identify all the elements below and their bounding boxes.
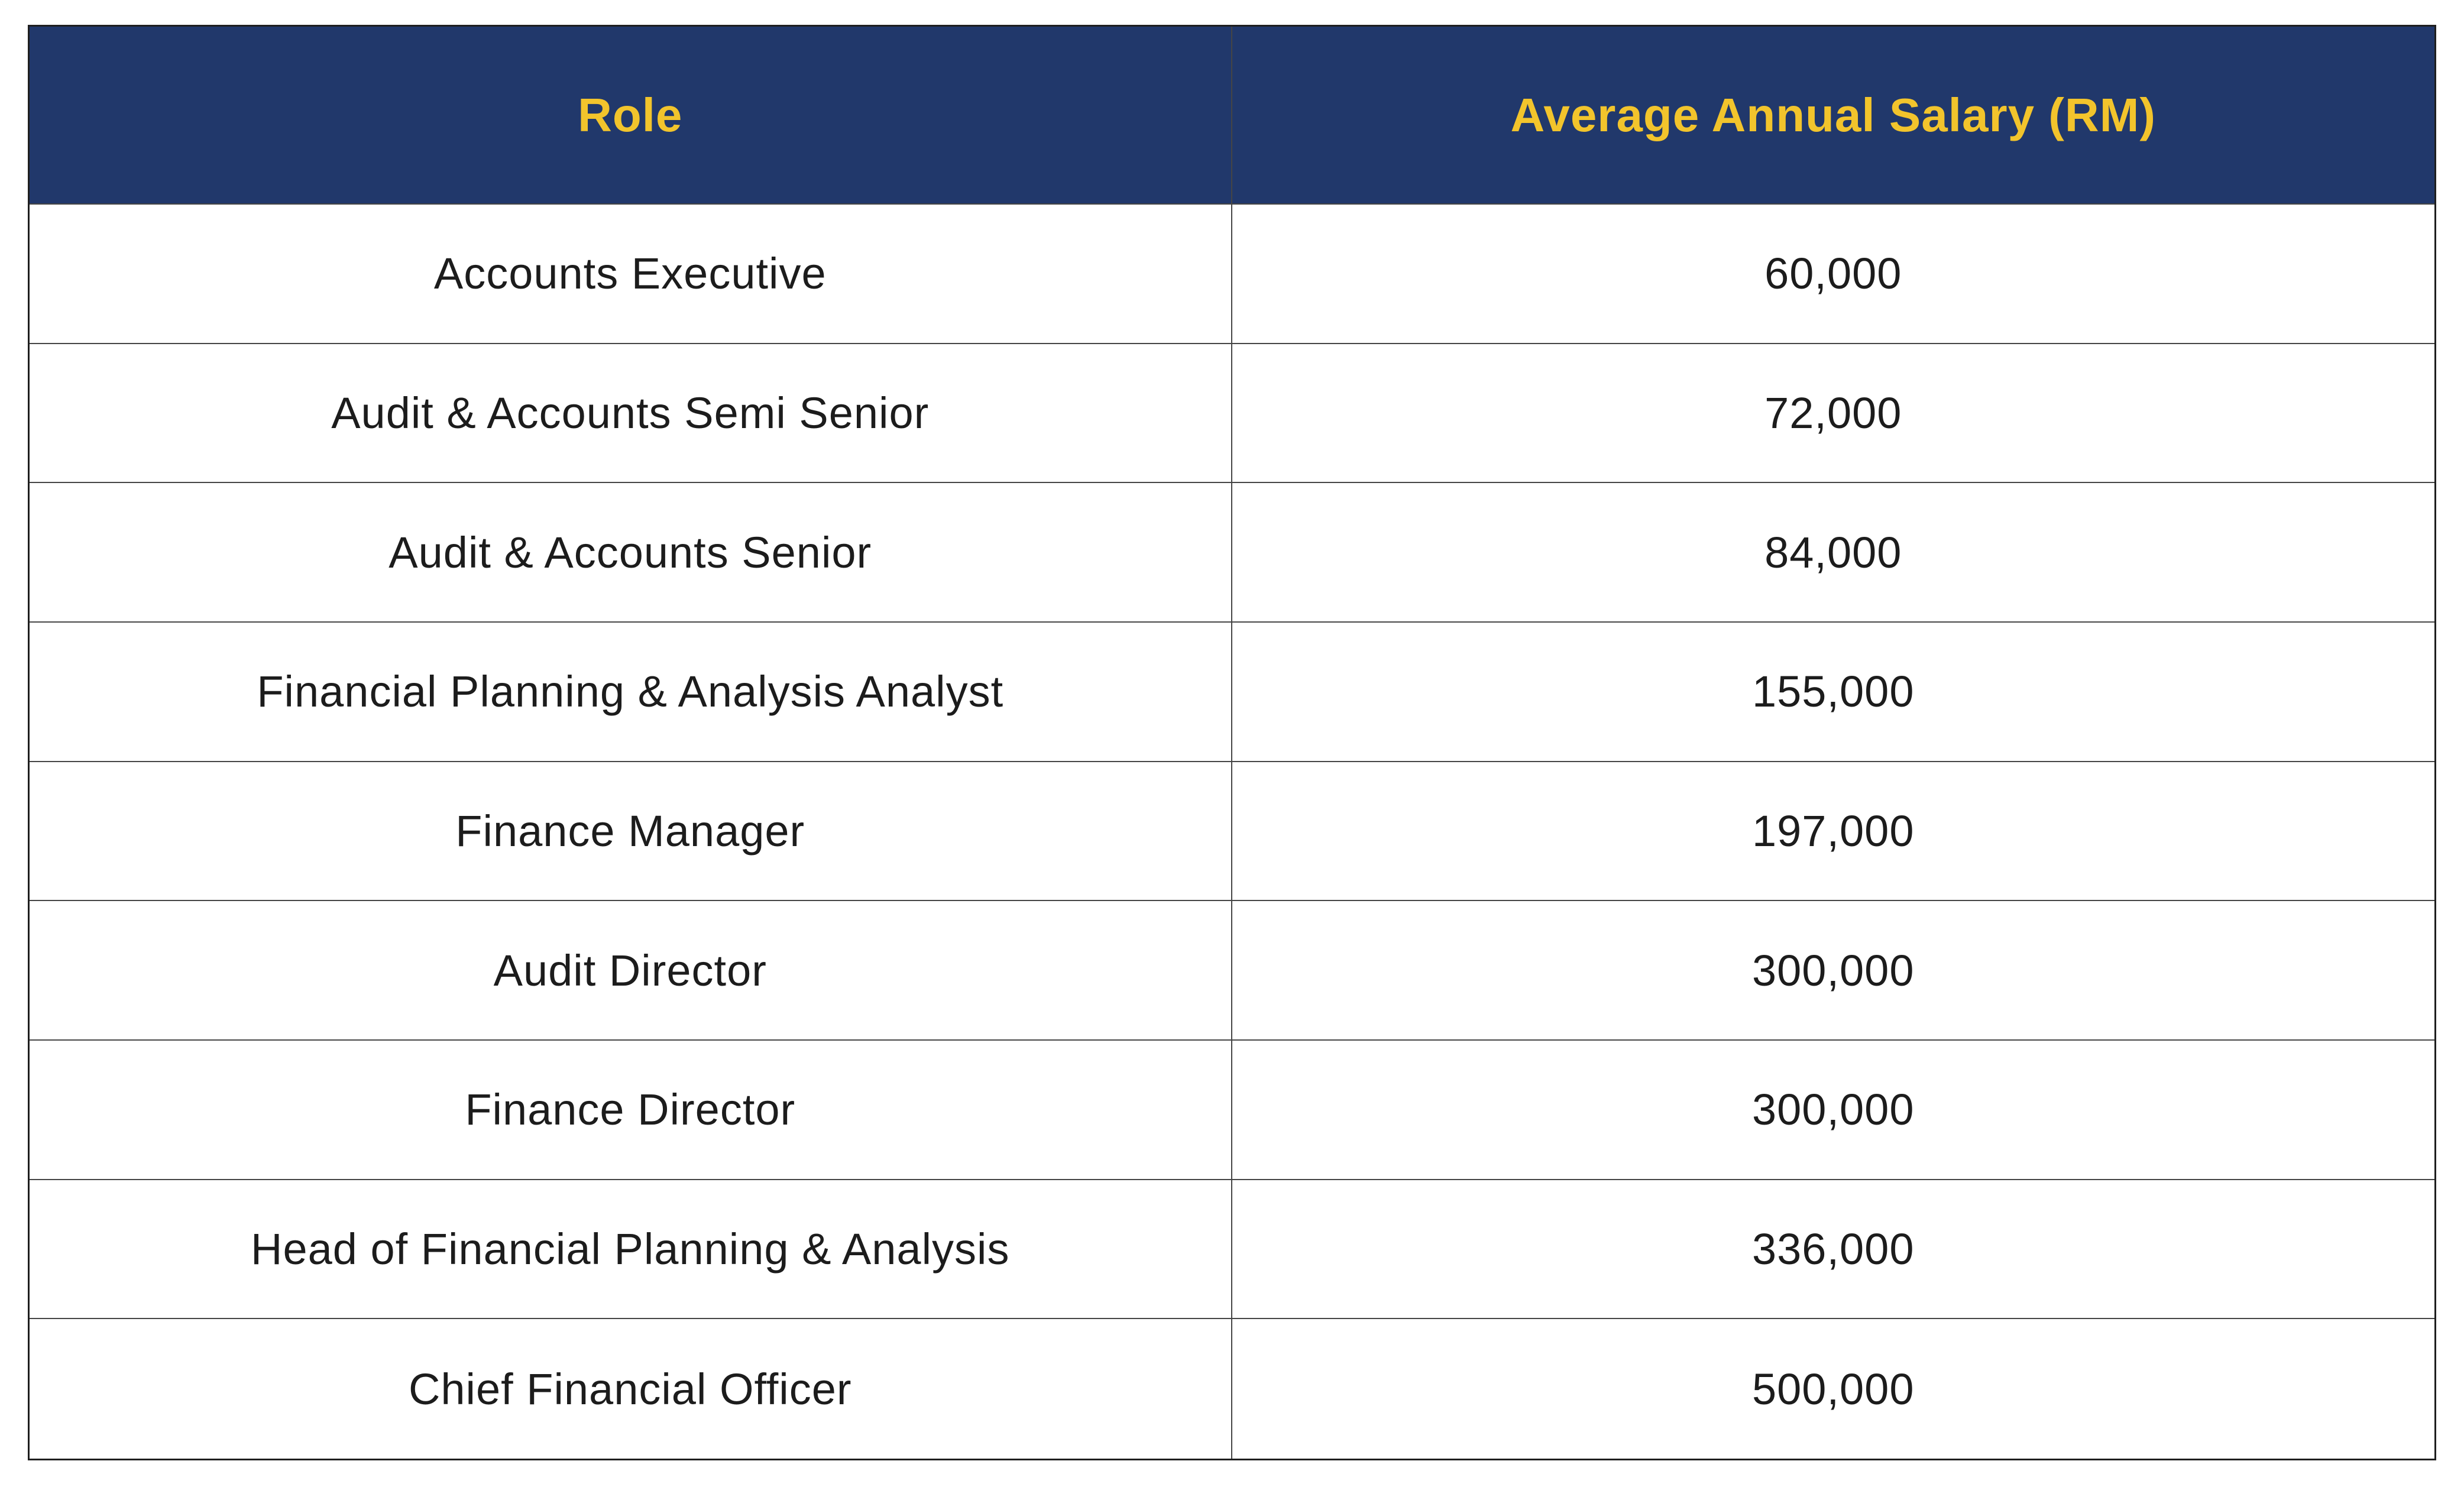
salary-cell: 60,000 <box>1232 205 2434 344</box>
header-cell-role: Role <box>30 27 1232 205</box>
role-cell: Accounts Executive <box>30 205 1232 344</box>
role-cell: Audit Director <box>30 901 1232 1041</box>
salary-cell: 336,000 <box>1232 1180 2434 1320</box>
salary-table: Role Average Annual Salary (RM) Accounts… <box>28 25 2436 1460</box>
role-cell: Finance Manager <box>30 762 1232 902</box>
header-cell-salary: Average Annual Salary (RM) <box>1232 27 2434 205</box>
role-cell: Finance Director <box>30 1041 1232 1180</box>
salary-cell: 500,000 <box>1752 1364 1915 1414</box>
role-cell: Head of Financial Planning & Analysis <box>30 1180 1232 1320</box>
salary-cell: 72,000 <box>1232 344 2434 484</box>
salary-cell: 197,000 <box>1232 762 2434 902</box>
role-cell: Financial Planning & Analysis Analyst <box>30 623 1232 762</box>
salary-cell: 155,000 <box>1232 623 2434 762</box>
salary-cell: 300,000 <box>1232 1041 2434 1180</box>
salary-cell: 300,000 <box>1232 901 2434 1041</box>
salary-cell: 84,000 <box>1232 483 2434 623</box>
role-cell: Audit & Accounts Senior <box>30 483 1232 623</box>
role-cell: Chief Financial Officer <box>30 1319 1232 1459</box>
role-cell: Audit & Accounts Semi Senior <box>30 344 1232 484</box>
